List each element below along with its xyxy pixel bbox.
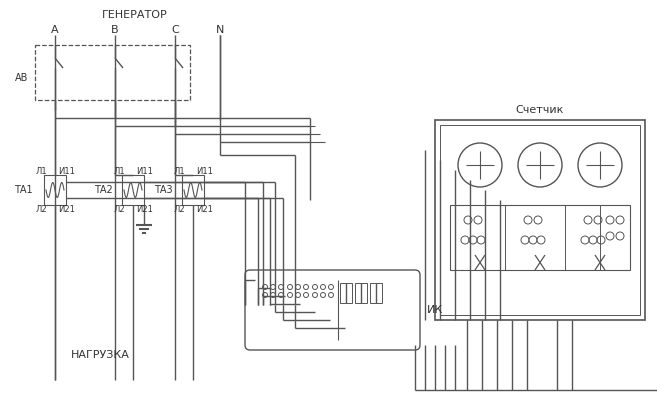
Text: Л2: Л2 <box>35 204 47 213</box>
Text: И11: И11 <box>58 166 75 175</box>
Text: И21: И21 <box>196 204 213 213</box>
Text: Счетчик: Счетчик <box>516 105 564 115</box>
Text: НАГРУЗКА: НАГРУЗКА <box>70 350 129 360</box>
Text: АВ: АВ <box>14 73 28 83</box>
Text: И11: И11 <box>136 166 153 175</box>
Text: N: N <box>215 25 224 35</box>
Bar <box>435 120 645 320</box>
Bar <box>44 175 66 205</box>
Text: ТА2: ТА2 <box>94 185 113 195</box>
Text: Л2: Л2 <box>173 204 185 213</box>
Bar <box>440 125 640 315</box>
Text: Л1: Л1 <box>114 166 125 175</box>
Text: C: C <box>171 25 179 35</box>
Bar <box>355 283 367 303</box>
Text: ТА1: ТА1 <box>14 185 33 195</box>
Text: Л1: Л1 <box>35 166 47 175</box>
Bar <box>340 283 352 303</box>
Text: И21: И21 <box>58 204 75 213</box>
Bar <box>370 283 382 303</box>
Text: B: B <box>111 25 119 35</box>
FancyBboxPatch shape <box>245 270 420 350</box>
Text: И11: И11 <box>196 166 213 175</box>
Text: Л1: Л1 <box>173 166 185 175</box>
Bar <box>450 205 630 270</box>
Text: ГЕНЕРАТОР: ГЕНЕРАТОР <box>102 10 168 20</box>
Text: ТА3: ТА3 <box>154 185 173 195</box>
Text: ИК: ИК <box>427 305 443 315</box>
Text: A: A <box>51 25 59 35</box>
Text: Л2: Л2 <box>114 204 125 213</box>
Text: И21: И21 <box>136 204 153 213</box>
Bar <box>122 175 144 205</box>
Bar <box>182 175 204 205</box>
